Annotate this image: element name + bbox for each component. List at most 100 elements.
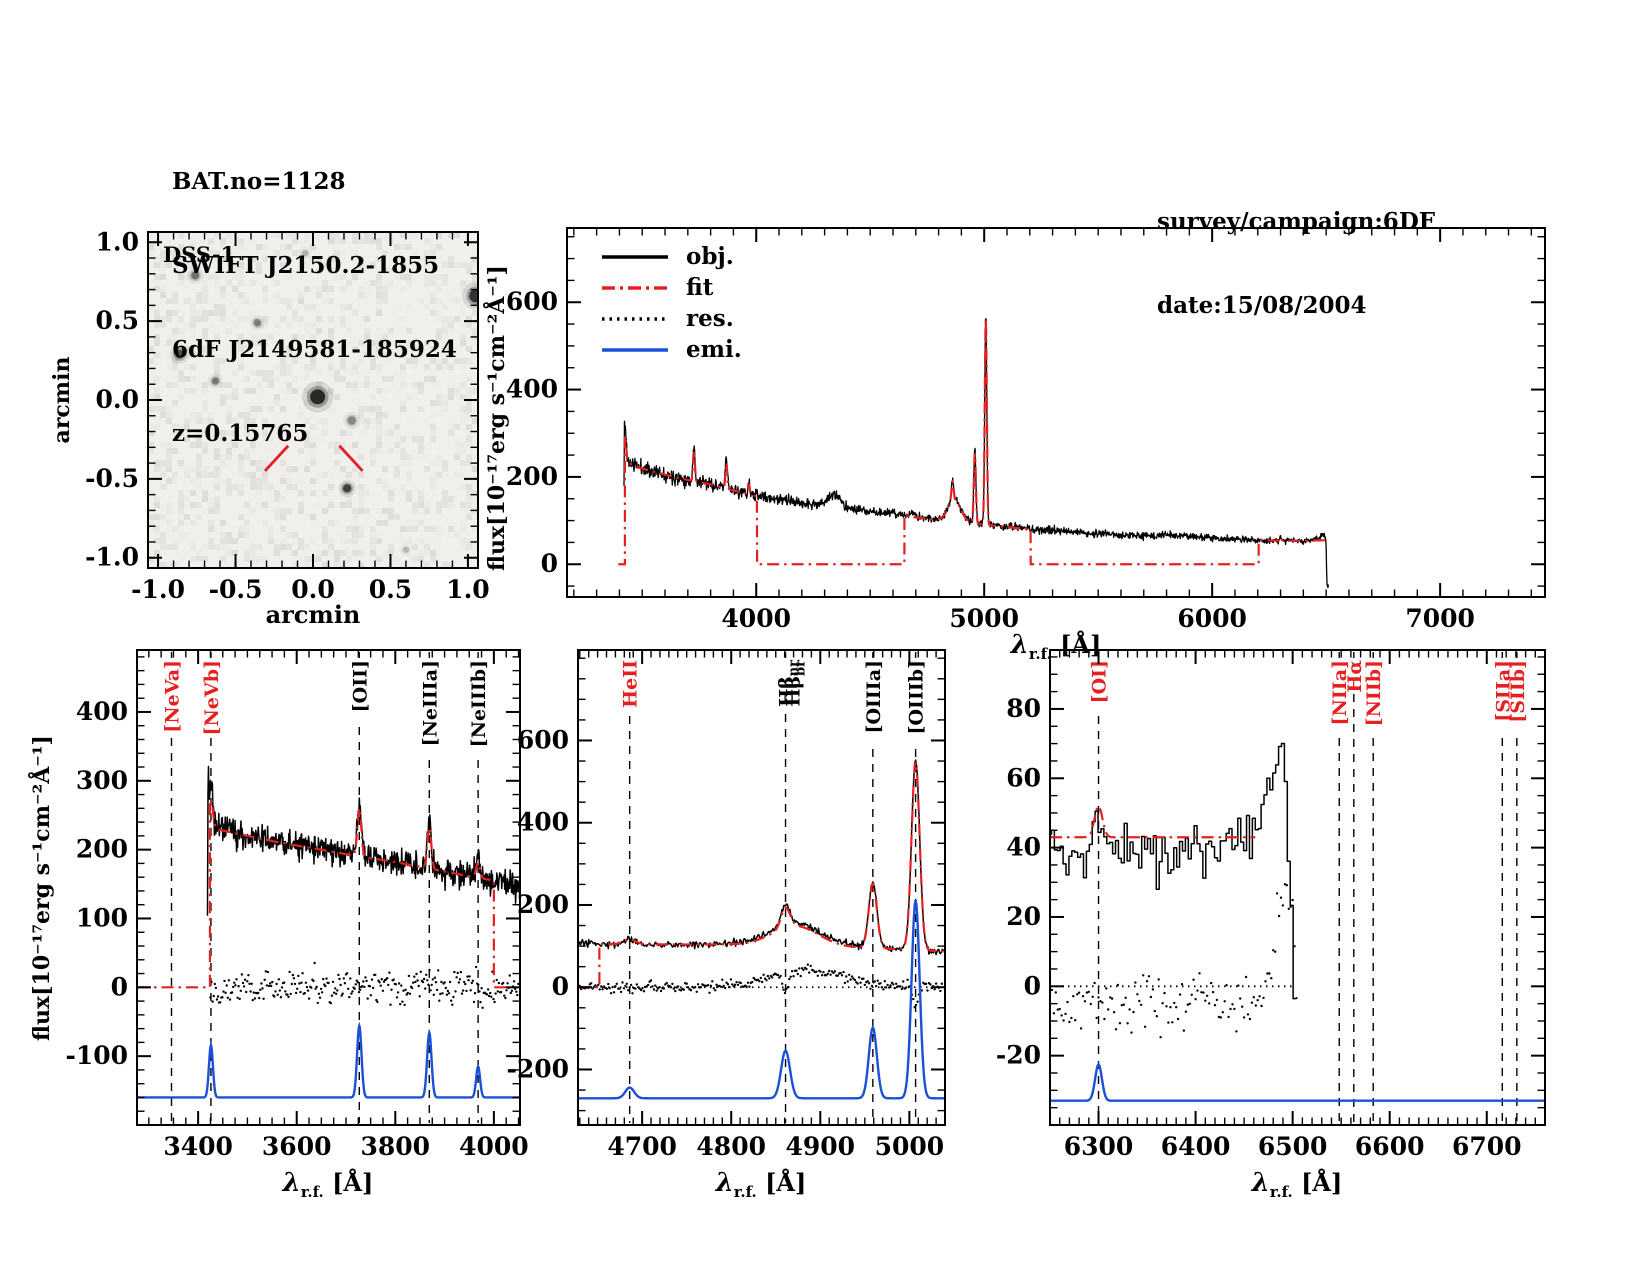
main-spectrum-panel: 4000 5000 6000 7000 0 200 400 600 bbox=[506, 227, 1546, 633]
legend-item-fit: fit bbox=[600, 272, 742, 303]
lambda-symbol: λ bbox=[715, 1168, 734, 1198]
svg-text:-200: -200 bbox=[506, 1054, 569, 1083]
6df-name: 6dF J2149581-185924 bbox=[172, 336, 457, 363]
svg-text:20: 20 bbox=[1006, 902, 1041, 931]
svg-text:400: 400 bbox=[506, 375, 558, 404]
svg-text:0: 0 bbox=[552, 972, 569, 1001]
zoom1-y-axis-label: flux[10⁻¹⁷erg s⁻¹cm⁻²Å⁻¹] bbox=[29, 735, 55, 1041]
survey-campaign: survey/campaign:6DF bbox=[1157, 208, 1436, 235]
svg-text:6400: 6400 bbox=[1161, 1132, 1231, 1161]
legend-item-obj: obj. bbox=[600, 241, 742, 272]
emission-line bbox=[1051, 1062, 1544, 1102]
svg-text:200: 200 bbox=[76, 835, 128, 864]
legend-item-res: res. bbox=[600, 303, 742, 334]
svg-text:5000: 5000 bbox=[875, 1132, 945, 1161]
line-marker-label: [OIIIb] bbox=[906, 660, 928, 734]
svg-text:40: 40 bbox=[1006, 833, 1041, 862]
legend-item-emi: emi. bbox=[600, 334, 742, 365]
legend-label: res. bbox=[686, 305, 734, 332]
svg-text:-1.0: -1.0 bbox=[85, 543, 139, 572]
dss-image-label: DSS-1 bbox=[163, 242, 236, 267]
svg-text:200: 200 bbox=[506, 462, 558, 491]
target-pointer-line bbox=[338, 444, 364, 472]
svg-text:6600: 6600 bbox=[1355, 1132, 1425, 1161]
obj-spectrum-line bbox=[206, 765, 519, 916]
legend-line-sample-icon bbox=[602, 316, 668, 321]
svg-text:-1.0: -1.0 bbox=[131, 575, 185, 604]
line-marker-label: [NeVb] bbox=[201, 660, 223, 735]
svg-text:6300: 6300 bbox=[1064, 1132, 1134, 1161]
line-marker-label: [SIIa] bbox=[1492, 660, 1514, 722]
object-info-block: BAT.no=1128 SWIFT J2150.2-1855 6dF J2149… bbox=[172, 112, 457, 504]
line-marker-label: [NIIa] bbox=[1329, 660, 1351, 725]
sky-noise bbox=[148, 232, 478, 568]
line-marker-label: HeII bbox=[620, 660, 642, 708]
fit-line bbox=[1051, 804, 1256, 839]
svg-text:80: 80 bbox=[1006, 694, 1041, 723]
obj-spectrum-line bbox=[1051, 742, 1298, 1000]
zoom3-spectrum-panel: [OI] [NIIa]Hα[NIIb] [SIIa][SIIb] 6300 6400 65… bbox=[996, 649, 1546, 1161]
svg-text:6500: 6500 bbox=[1258, 1132, 1328, 1161]
obj-spectrum-line bbox=[579, 759, 944, 956]
svg-text:4000: 4000 bbox=[459, 1132, 529, 1161]
lambda-symbol: λ bbox=[1010, 630, 1029, 660]
svg-text:4800: 4800 bbox=[696, 1132, 766, 1161]
svg-text:3600: 3600 bbox=[262, 1132, 332, 1161]
svg-text:6700: 6700 bbox=[1452, 1132, 1522, 1161]
svg-text:0.5: 0.5 bbox=[369, 575, 413, 604]
legend-line-sample-icon bbox=[602, 254, 668, 259]
main-y-axis-label: flux[10⁻¹⁷erg s⁻¹cm⁻²Å⁻¹] bbox=[484, 265, 510, 571]
dss-image-panel: -1.0 -0.5 0.0 0.5 1.0 -1.0 -0.5 0.0 0.5 1.0 bbox=[85, 227, 490, 604]
line-marker-label: [NIIb] bbox=[1363, 660, 1385, 726]
zoom1-spectrum-panel: [NeVa] [NeVb] [OII] [NeIIIa] [NeIIIb] 3400 360… bbox=[65, 649, 529, 1161]
svg-text:60: 60 bbox=[1006, 763, 1041, 792]
svg-text:600: 600 bbox=[506, 287, 558, 316]
fit-line bbox=[618, 319, 1327, 566]
main-x-axis-label: λr.f. [Å] bbox=[1010, 630, 1102, 663]
zoom1-x-axis-label: λr.f. [Å] bbox=[282, 1168, 374, 1201]
residual-dots bbox=[209, 961, 519, 1009]
svg-text:-0.5: -0.5 bbox=[85, 464, 139, 493]
fit-line bbox=[138, 796, 519, 989]
lambda-symbol: λ bbox=[1251, 1168, 1270, 1198]
svg-text:400: 400 bbox=[76, 697, 128, 726]
svg-text:3800: 3800 bbox=[360, 1132, 430, 1161]
fit-line bbox=[579, 761, 944, 989]
svg-text:200: 200 bbox=[517, 890, 569, 919]
stars bbox=[170, 248, 478, 555]
dss-x-axis-label: arcmin bbox=[265, 600, 361, 629]
line-marker-label: [SIIb] bbox=[1507, 660, 1529, 723]
line-marker-label: [NeIIIa] bbox=[419, 660, 441, 746]
legend-label: emi. bbox=[686, 336, 742, 363]
line-marker-label: [OI] bbox=[1089, 660, 1111, 703]
swift-name: SWIFT J2150.2-1855 bbox=[172, 252, 440, 279]
svg-text:0: 0 bbox=[1024, 971, 1041, 1000]
line-marker-label: [OIIIa] bbox=[863, 660, 885, 734]
svg-text:100: 100 bbox=[76, 903, 128, 932]
redshift: z=0.15765 bbox=[172, 420, 309, 447]
svg-text:4700: 4700 bbox=[607, 1132, 677, 1161]
svg-text:3400: 3400 bbox=[163, 1132, 233, 1161]
survey-info-block: survey/campaign:6DF date:15/08/2004 bbox=[1157, 152, 1435, 376]
line-marker-label: Hα bbox=[1344, 660, 1366, 693]
svg-text:5000: 5000 bbox=[949, 604, 1019, 633]
lambda-symbol: λ bbox=[282, 1168, 301, 1198]
svg-text:-20: -20 bbox=[996, 1041, 1041, 1070]
target-pointer-line bbox=[263, 444, 290, 472]
svg-text:600: 600 bbox=[517, 725, 569, 754]
svg-text:1.0: 1.0 bbox=[96, 227, 140, 256]
line-marker-label: [OII] bbox=[349, 660, 371, 712]
legend-line-sample-icon bbox=[602, 285, 668, 290]
residual-dots bbox=[579, 963, 943, 1009]
emission-line bbox=[138, 1021, 519, 1099]
zoom2-x-axis-label: λr.f. [Å] bbox=[715, 1168, 807, 1201]
line-marker-label: [NeIIIb] bbox=[468, 660, 490, 747]
line-marker-label: [NeVa] bbox=[162, 660, 184, 733]
svg-text:4000: 4000 bbox=[721, 604, 791, 633]
emission-line bbox=[579, 899, 944, 1100]
svg-text:6000: 6000 bbox=[1177, 604, 1247, 633]
legend-label: fit bbox=[686, 274, 714, 301]
svg-text:0.5: 0.5 bbox=[96, 306, 140, 335]
svg-text:0: 0 bbox=[541, 549, 558, 578]
